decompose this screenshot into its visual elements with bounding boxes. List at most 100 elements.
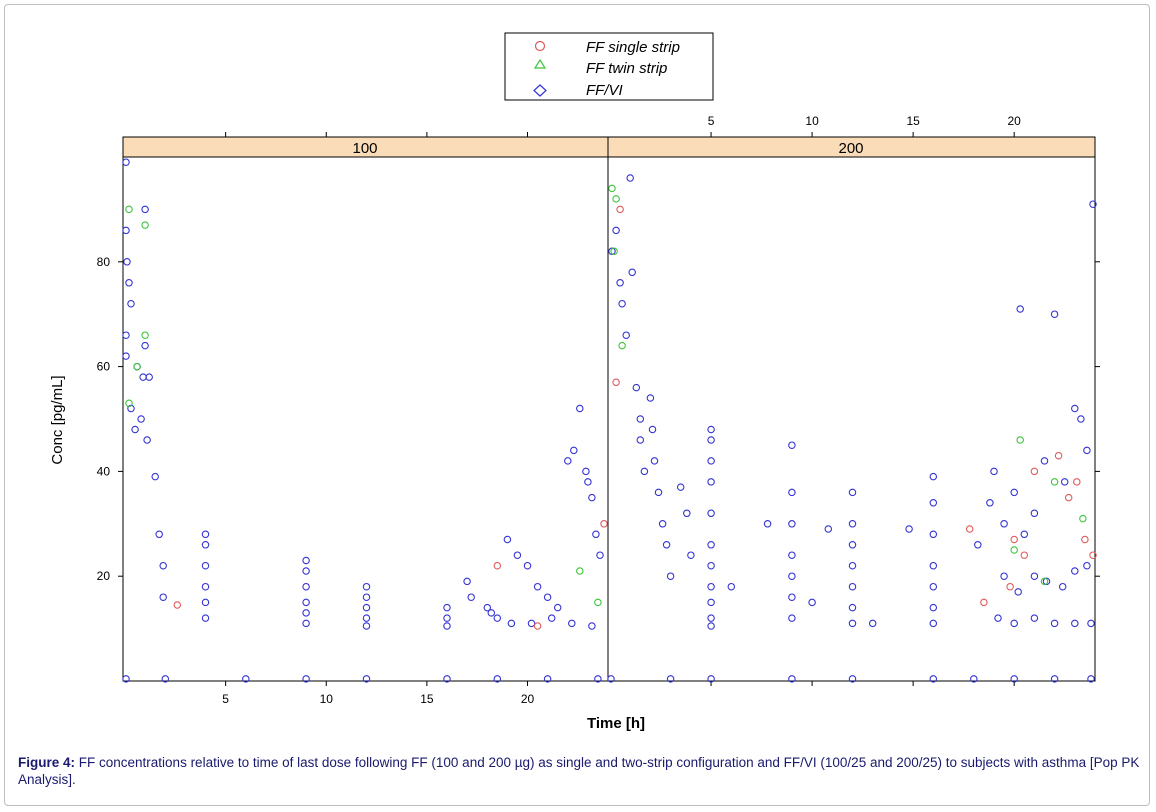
point-ffvi [650, 457, 659, 465]
point-ffvi [929, 499, 938, 507]
point-single [1089, 551, 1097, 559]
point-ffvi [443, 603, 451, 612]
axis-ticks: 5 5 10 10 15 15 20 20 20 40 60 80 [97, 114, 1100, 706]
point-ffvi [513, 551, 522, 559]
point-ffvi [362, 675, 371, 683]
point-ffvi [1083, 561, 1091, 570]
point-ffvi [788, 593, 796, 601]
point-ffvi [145, 373, 153, 381]
point-ffvi [788, 614, 796, 622]
point-ffvi [137, 415, 145, 423]
panel-100-frame [122, 156, 609, 682]
point-single [1081, 535, 1089, 544]
legend-box [504, 32, 714, 101]
point-ffvi [662, 541, 671, 549]
panel-200-frame [607, 156, 1096, 682]
point-twin [133, 362, 141, 371]
point-ffvi [143, 436, 151, 444]
point-single [1030, 467, 1039, 476]
point-ffvi [302, 556, 310, 565]
point-ffvi [848, 619, 857, 628]
point-ffvi [594, 675, 602, 683]
point-ffvi [1087, 675, 1095, 683]
point-ffvi [646, 394, 655, 402]
x-tick-label-bottom: 15 [420, 692, 434, 706]
x-tick-label-top: 10 [805, 114, 819, 128]
point-twin [1016, 436, 1024, 444]
point-ffvi [201, 582, 210, 591]
x-tick-label-bottom: 10 [320, 692, 334, 706]
point-ffvi [607, 675, 615, 683]
point-ffvi [159, 593, 167, 601]
point-single [533, 622, 542, 630]
point-single [1020, 551, 1029, 559]
point-ffvi [640, 467, 649, 476]
point-ffvi [302, 675, 310, 683]
point-ffvi [443, 675, 451, 683]
point-ffvi [1058, 582, 1067, 591]
point-ffvi [636, 415, 645, 423]
point-ffvi [487, 609, 496, 617]
point-ffvi [123, 258, 131, 266]
point-ffvi [632, 383, 641, 392]
x-tick-label-top: 5 [708, 114, 715, 128]
point-ffvi [788, 441, 796, 449]
legend-label-ffvi: FF/VI [586, 82, 623, 99]
legend-label-twin: FF twin strip [586, 60, 667, 77]
point-twin [141, 221, 149, 229]
point-single [612, 378, 620, 387]
point-ffvi [131, 425, 139, 434]
point-ffvi [608, 247, 616, 256]
y-tick-label: 40 [97, 464, 111, 478]
point-ffvi [1010, 675, 1018, 683]
point-ffvi [622, 331, 630, 339]
data-points [122, 158, 1097, 683]
point-twin [610, 247, 618, 256]
point-twin [1010, 546, 1018, 554]
x-tick-label-bottom: 5 [222, 692, 229, 706]
point-single [1054, 451, 1063, 460]
point-ffvi [974, 541, 982, 549]
x-tick-label-top: 20 [1007, 114, 1021, 128]
point-ffvi [1060, 478, 1069, 486]
point-ffvi [990, 467, 998, 476]
point-ffvi [654, 488, 663, 497]
caption-label: Figure 4: [18, 755, 76, 770]
point-ffvi [570, 446, 578, 455]
point-ffvi [848, 541, 857, 549]
caption-text: FF concentrations relative to time of la… [18, 755, 1140, 787]
point-twin [1050, 478, 1059, 486]
point-ffvi [707, 614, 715, 622]
x-tick-label-top: 15 [906, 114, 920, 128]
point-ffvi [1050, 310, 1059, 318]
point-ffvi [1083, 446, 1091, 455]
point-twin [125, 399, 133, 408]
chart: FF single strip FF twin strip FF/VI 100 … [49, 32, 1100, 732]
point-twin [1040, 577, 1049, 586]
legend-triangle-icon [533, 58, 547, 69]
y-axis-label: Conc [pg/mL] [49, 375, 66, 464]
point-ffvi [201, 561, 210, 570]
point-ffvi [588, 493, 596, 502]
point-ffvi [533, 582, 542, 591]
point-ffvi [808, 598, 816, 607]
point-ffvi [1071, 404, 1079, 413]
point-ffvi [1050, 619, 1059, 628]
point-twin [612, 195, 620, 203]
point-ffvi [493, 675, 502, 683]
point-ffvi [122, 675, 130, 683]
point-ffvi [707, 509, 715, 518]
point-twin [1079, 514, 1087, 523]
x-tick-label-bottom: 20 [521, 692, 535, 706]
point-single [1064, 493, 1073, 502]
point-ffvi [1000, 520, 1008, 528]
point-ffvi [788, 520, 796, 528]
figure-caption: Figure 4: FF concentrations relative to … [18, 754, 1142, 788]
point-ffvi [1087, 619, 1095, 628]
point-twin [608, 184, 616, 193]
point-ffvi [592, 530, 600, 539]
point-ffvi [493, 614, 502, 622]
point-ffvi [848, 488, 857, 497]
point-ffvi [1030, 614, 1039, 622]
point-ffvi [848, 561, 857, 570]
